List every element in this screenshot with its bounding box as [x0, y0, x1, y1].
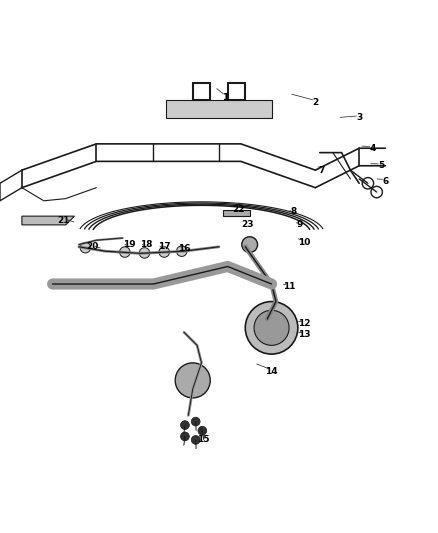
Text: 23: 23	[241, 220, 254, 229]
Text: 13: 13	[298, 330, 311, 339]
Circle shape	[177, 246, 187, 256]
Circle shape	[180, 421, 189, 430]
Text: 5: 5	[378, 161, 384, 170]
Circle shape	[191, 435, 200, 445]
Text: 10: 10	[298, 238, 311, 247]
Text: 20: 20	[86, 243, 98, 251]
Text: 18: 18	[141, 240, 153, 249]
Text: 19: 19	[123, 240, 135, 249]
Polygon shape	[166, 100, 272, 118]
Text: 2: 2	[312, 98, 318, 107]
Text: 14: 14	[265, 367, 278, 376]
Circle shape	[159, 247, 170, 257]
Circle shape	[259, 313, 275, 329]
Text: 3: 3	[356, 113, 362, 122]
Polygon shape	[22, 216, 74, 225]
Polygon shape	[223, 209, 250, 216]
Text: 15: 15	[198, 435, 210, 444]
Text: 7: 7	[319, 166, 325, 175]
Circle shape	[245, 302, 298, 354]
Text: 11: 11	[283, 282, 295, 290]
Text: 4: 4	[369, 144, 375, 153]
Circle shape	[139, 248, 150, 258]
Text: 21: 21	[57, 216, 70, 225]
Text: 16: 16	[178, 245, 190, 254]
Circle shape	[120, 247, 130, 257]
Circle shape	[180, 432, 189, 441]
Circle shape	[242, 237, 258, 253]
Text: 8: 8	[290, 207, 297, 216]
Text: 6: 6	[382, 176, 389, 185]
Circle shape	[254, 310, 289, 345]
Circle shape	[191, 417, 200, 426]
Text: 12: 12	[298, 319, 311, 328]
Text: 1: 1	[223, 93, 229, 102]
Text: 9: 9	[297, 220, 303, 229]
Text: 17: 17	[158, 243, 170, 251]
Circle shape	[80, 243, 91, 253]
Circle shape	[175, 363, 210, 398]
Circle shape	[198, 426, 207, 435]
Text: 22: 22	[233, 205, 245, 214]
